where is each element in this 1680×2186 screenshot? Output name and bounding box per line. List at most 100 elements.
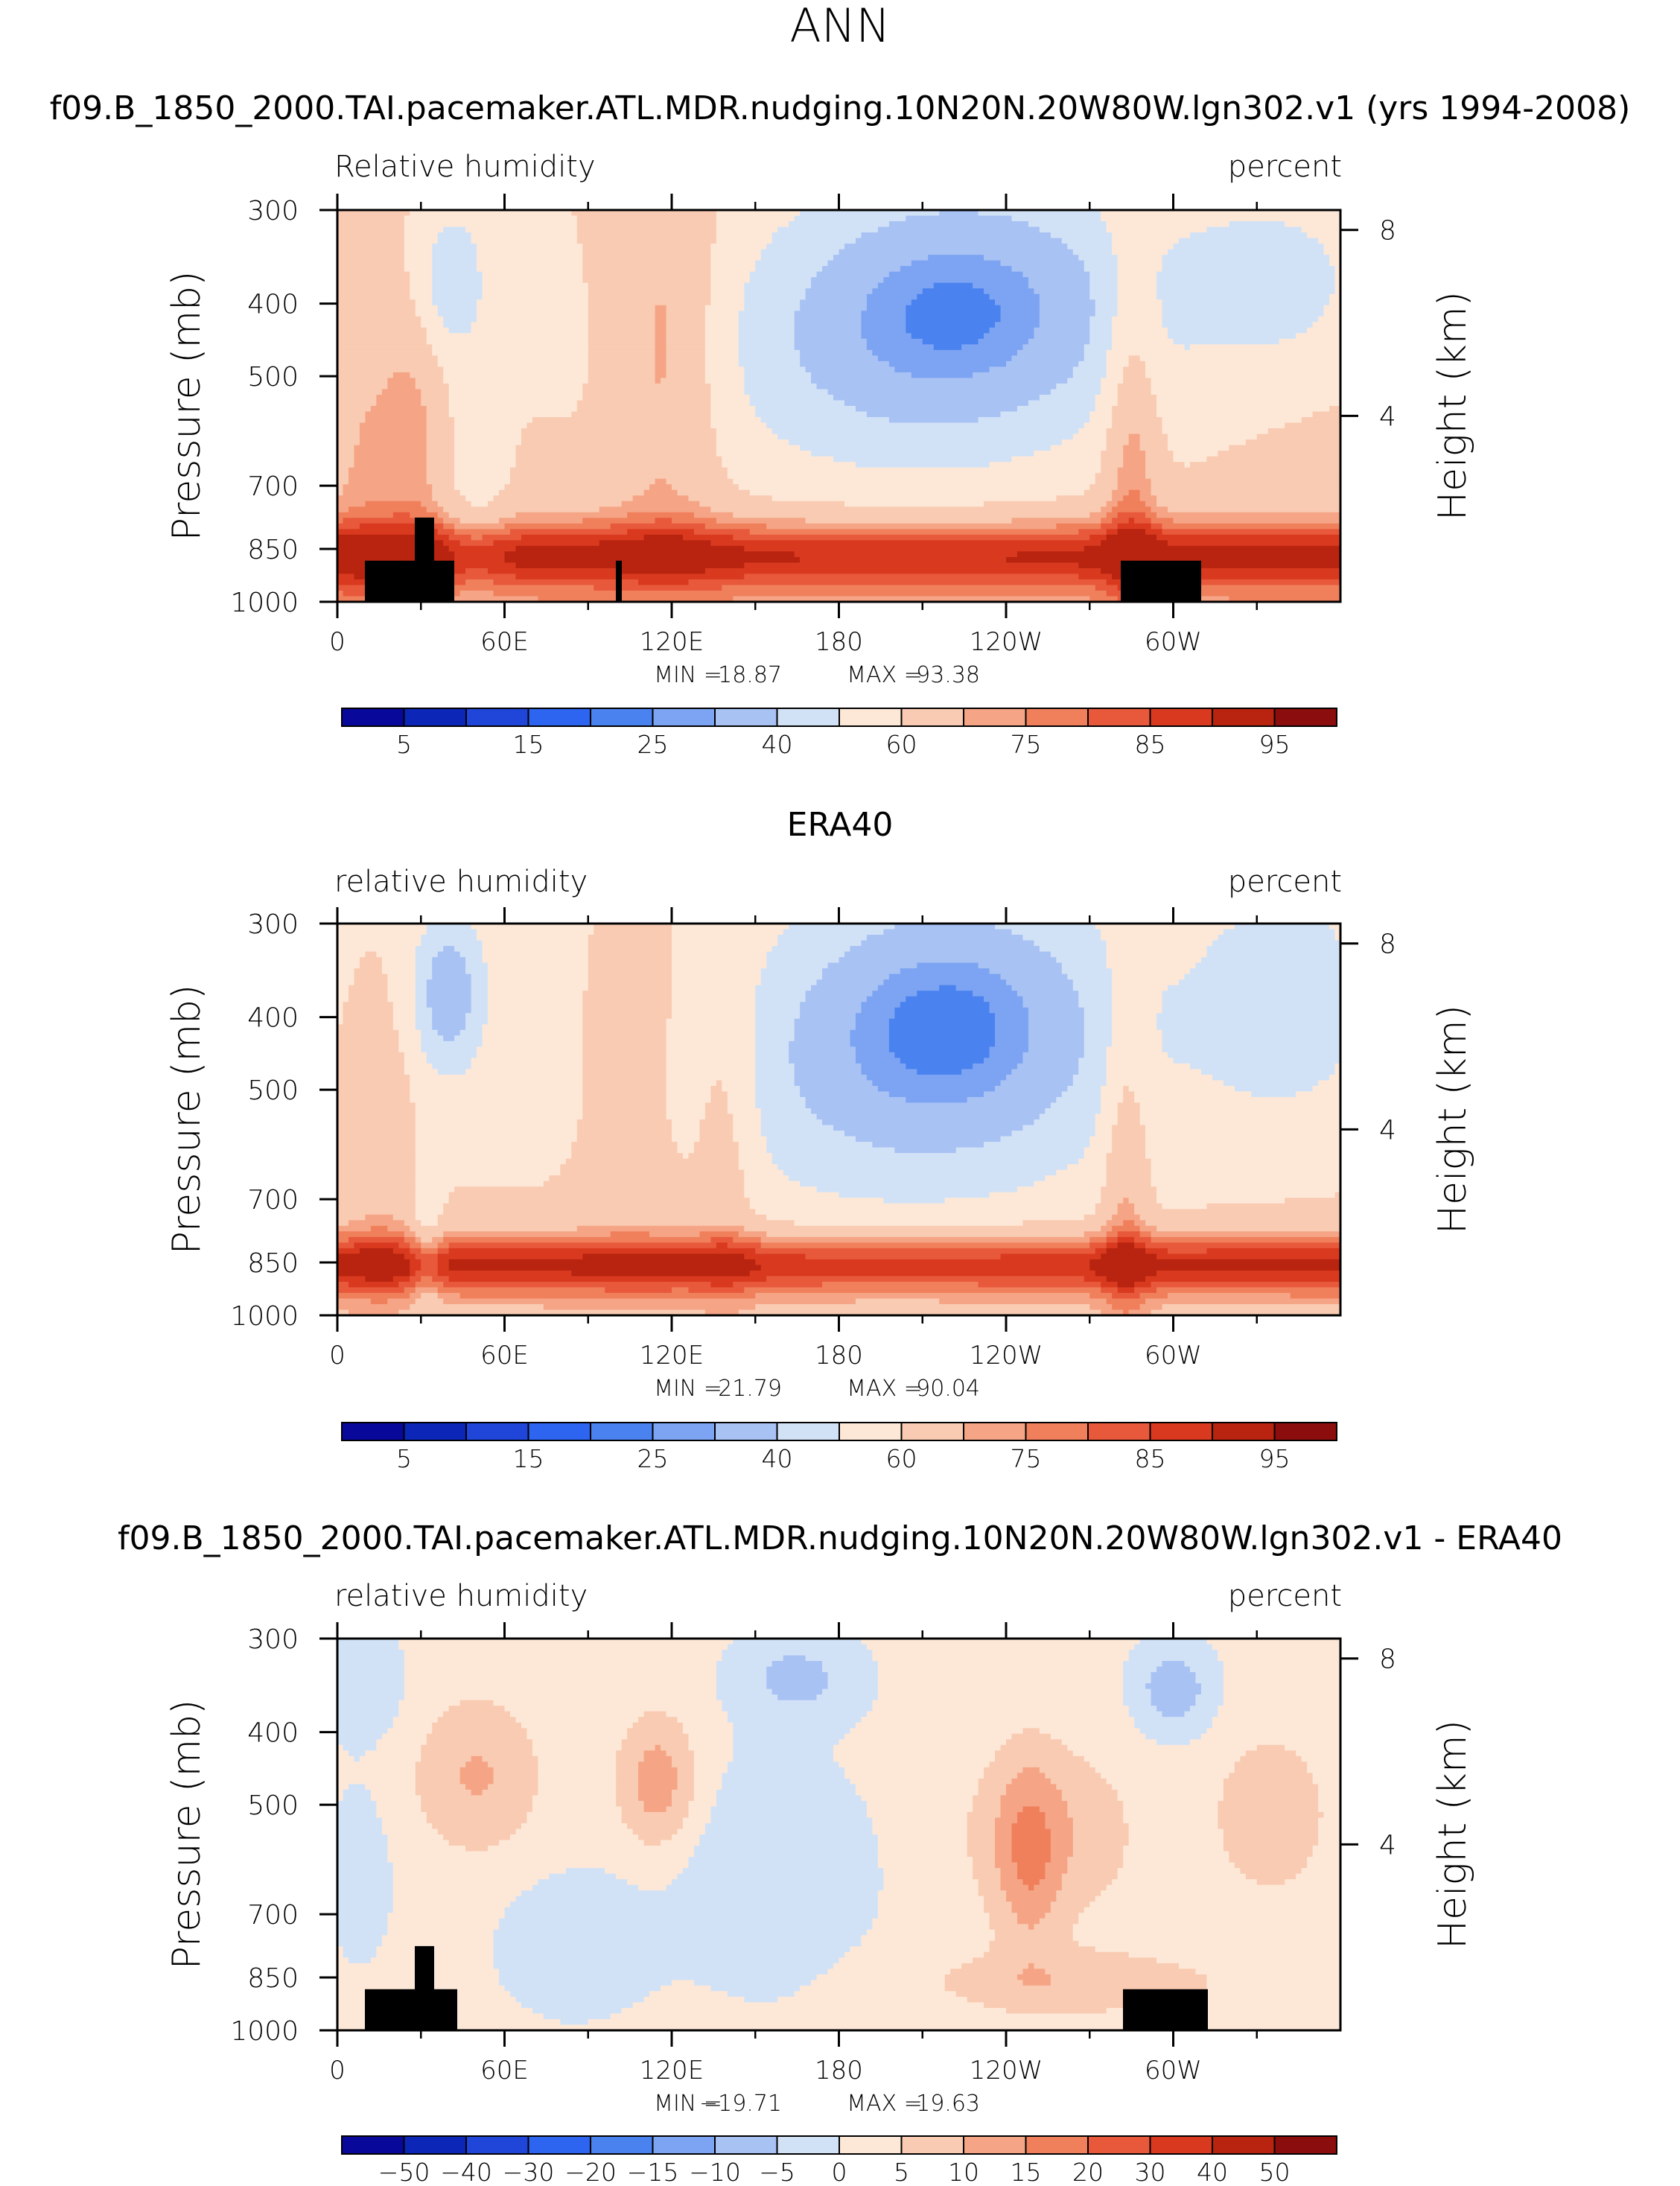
contour-cell	[1022, 344, 1085, 351]
contour-cell	[672, 1013, 756, 1020]
contour-cell	[404, 266, 433, 273]
contour-cell	[560, 1169, 745, 1176]
contour-cell	[704, 344, 739, 351]
topography-block	[415, 1945, 434, 1994]
contour-cell	[777, 1694, 818, 1701]
contour-cell	[415, 1147, 572, 1154]
contour-cell	[448, 534, 472, 541]
contour-cell	[722, 1706, 873, 1712]
y-axis-label: Pressure (mb)	[165, 1700, 209, 1970]
contour-cell	[392, 1024, 416, 1031]
contour-cell	[1117, 282, 1157, 289]
contour-cell	[922, 338, 979, 345]
contour-cell	[755, 1002, 801, 1008]
contour-cell	[387, 1913, 506, 1919]
contour-cell	[1039, 1113, 1096, 1120]
contour-cell	[995, 1029, 1029, 1036]
contour-cell	[1117, 288, 1157, 295]
contour-cell	[766, 951, 845, 958]
contour-cell	[710, 255, 762, 261]
contour-cell	[1334, 929, 1341, 935]
colorbar-label: 25	[637, 730, 669, 759]
contour-cell	[1106, 1080, 1224, 1087]
contour-cell	[415, 1778, 461, 1785]
contour-cell	[794, 215, 906, 222]
contour-cell	[877, 1901, 984, 1908]
contour-cell	[337, 1007, 344, 1014]
contour-cell	[1112, 1018, 1157, 1025]
contour-cell	[448, 1192, 745, 1198]
contour-cell	[1106, 1248, 1146, 1254]
contour-cell	[733, 1733, 845, 1740]
contour-cell	[1123, 1672, 1152, 1679]
contour-cell	[755, 1085, 801, 1093]
contour-cell	[415, 1281, 444, 1289]
contour-cell	[1084, 1756, 1241, 1762]
contour-cell	[337, 1744, 344, 1751]
contour-cell	[855, 1013, 895, 1020]
contour-cell	[1067, 1806, 1124, 1813]
contour-cell	[499, 1980, 672, 1986]
topography-block	[415, 517, 434, 565]
contour-cell	[894, 366, 990, 373]
contour-cell	[415, 957, 433, 964]
contour-cell	[682, 1823, 706, 1830]
contour-cell	[1123, 1666, 1157, 1673]
contour-cell	[499, 518, 583, 524]
contour-cell	[1139, 1728, 1207, 1735]
contour-cell	[1000, 1884, 1029, 1891]
contour-cell	[1050, 1840, 1074, 1846]
contour-cell	[1050, 232, 1113, 239]
contour-cell	[1106, 1242, 1119, 1249]
contour-cell	[337, 529, 439, 536]
contour-cell	[1084, 422, 1113, 429]
contour-cell	[672, 1119, 701, 1126]
topography-block	[1123, 1989, 1208, 2030]
contour-cell	[1022, 1728, 1040, 1735]
contour-cell	[632, 495, 690, 502]
contour-cell	[504, 484, 650, 491]
contour-cell	[1028, 1884, 1035, 1891]
contour-cell	[1151, 378, 1341, 384]
contour-cell	[1000, 411, 1090, 418]
contour-cell	[1223, 1694, 1341, 1701]
contour-cell	[1162, 1661, 1186, 1668]
contour-cell	[432, 249, 477, 255]
contour-cell	[582, 1074, 667, 1081]
contour-cell	[392, 1907, 506, 1913]
contour-cell	[738, 1158, 773, 1165]
contour-cell	[532, 2007, 623, 2015]
contour-cell	[337, 1907, 394, 1913]
contour-cell	[727, 1711, 868, 1718]
contour-cell	[477, 266, 583, 273]
contour-cell	[1123, 445, 1141, 451]
contour-cell	[978, 210, 1101, 217]
contour-cell	[805, 518, 1013, 524]
contour-cell	[1290, 1292, 1341, 1300]
contour-cell	[465, 579, 494, 586]
contour-cell	[1028, 1024, 1085, 1031]
contour-cell	[755, 1080, 795, 1087]
contour-cell	[688, 1739, 734, 1746]
contour-cell	[538, 1778, 617, 1785]
contour-cell	[1162, 1029, 1341, 1036]
contour-cell	[482, 271, 583, 278]
contour-cell	[1095, 406, 1113, 413]
contour-cell	[588, 327, 656, 334]
contour-cell	[576, 1136, 672, 1143]
contour-cell	[800, 210, 940, 217]
contour-cell	[738, 484, 1090, 491]
contour-cell	[1045, 1773, 1101, 1779]
contour-cell	[1139, 1303, 1163, 1311]
contour-cell	[894, 1007, 990, 1014]
contour-cell	[337, 355, 439, 362]
contour-cell	[392, 1214, 416, 1221]
contour-cell	[1056, 1890, 1101, 1897]
contour-cell	[638, 1717, 678, 1723]
contour-cell	[398, 1309, 706, 1316]
contour-cell	[1151, 1688, 1202, 1695]
contour-cell	[582, 1096, 667, 1104]
contour-cell	[1112, 1147, 1146, 1154]
contour-cell	[738, 316, 795, 323]
contour-cell	[465, 1761, 489, 1768]
